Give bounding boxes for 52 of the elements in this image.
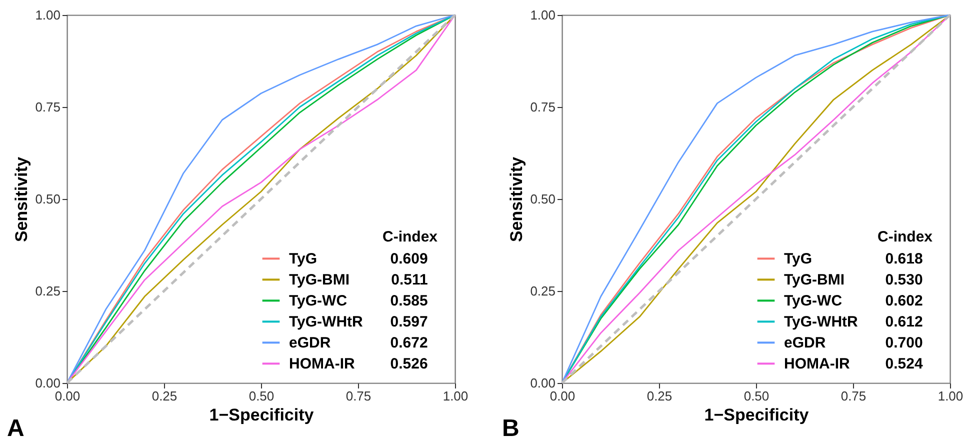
- legend-label: HOMA-IR: [784, 356, 850, 373]
- legend-label: TyG-WHtR: [289, 314, 364, 331]
- x-tick-label: 0.50: [744, 388, 770, 404]
- y-tick-label: 1.00: [530, 8, 556, 22]
- legend-title: C-index: [382, 228, 438, 246]
- text: B: [502, 415, 520, 439]
- legend-label: HOMA-IR: [289, 356, 355, 373]
- x-tick-label: 0.00: [550, 388, 576, 404]
- annotation: 0.530: [885, 272, 923, 289]
- legend-label: TyG-WC: [289, 292, 348, 310]
- x-tick-label: 0.25: [152, 388, 178, 404]
- annotation: 0.618: [885, 250, 923, 268]
- x-tick-label: 0.25: [646, 388, 672, 404]
- text: A: [7, 415, 24, 439]
- y-tick-label: 0.25: [530, 284, 556, 298]
- x-tick-label: 0.75: [840, 388, 866, 404]
- legend-label: TyG: [784, 250, 812, 268]
- y-tick-label: 0.50: [35, 192, 60, 206]
- legend-label: TyG: [289, 250, 318, 268]
- legend-label: TyG-WHtR: [784, 314, 858, 331]
- legend-label: TyG-BMI: [289, 272, 350, 289]
- y-tick-label: 0.75: [35, 100, 60, 114]
- annotation: 0.511: [391, 272, 428, 289]
- annotation: 0.597: [390, 314, 428, 331]
- x-tick-label: 0.00: [54, 388, 80, 404]
- y-tick-label: 0.00: [530, 376, 556, 390]
- annotation: 0.700: [885, 334, 923, 352]
- x-tick-label: 0.75: [346, 388, 372, 404]
- annotation: 0.612: [885, 314, 923, 331]
- annotation: 0.524: [885, 356, 924, 373]
- y-tick-label: 0.00: [35, 376, 60, 390]
- y-tick-label: 0.75: [530, 100, 556, 114]
- legend-label: eGDR: [289, 334, 331, 352]
- x-axis-title: 1−Specificity: [209, 406, 314, 424]
- y-axis-title: Sensitivity: [507, 156, 526, 242]
- legend-label: TyG-BMI: [784, 272, 845, 289]
- annotation: 0.609: [390, 250, 428, 268]
- annotation: 0.526: [390, 356, 428, 373]
- annotation: 0.672: [390, 334, 428, 352]
- legend-label: eGDR: [784, 334, 826, 352]
- x-tick-label: 0.50: [248, 388, 274, 404]
- legend-title: C-index: [878, 228, 934, 246]
- y-tick-label: 0.50: [530, 192, 556, 206]
- y-tick-label: 0.25: [35, 284, 60, 298]
- x-tick-label: 1.00: [442, 388, 468, 404]
- annotation: 0.585: [390, 292, 428, 310]
- y-axis-title: Sensitivity: [12, 156, 32, 242]
- x-tick-label: 1.00: [938, 388, 964, 404]
- x-axis-title: 1−Specificity: [704, 406, 810, 424]
- y-tick-label: 1.00: [35, 8, 60, 22]
- annotation: 0.602: [885, 292, 923, 310]
- legend-label: TyG-WC: [784, 292, 842, 310]
